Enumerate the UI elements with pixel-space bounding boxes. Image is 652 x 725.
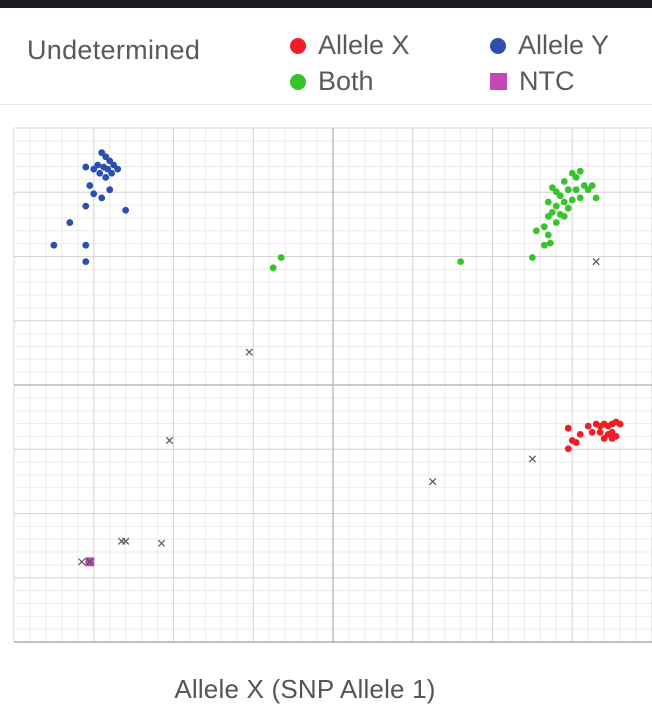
point-allele-y bbox=[86, 182, 94, 189]
x-mark-stroke bbox=[245, 348, 253, 356]
point-both bbox=[592, 194, 600, 202]
point-both bbox=[576, 194, 584, 202]
point-allele-x bbox=[584, 422, 592, 430]
point-allele-y bbox=[66, 219, 74, 226]
point-undetermined bbox=[592, 258, 600, 266]
data-points bbox=[50, 149, 624, 567]
green-circle-icon bbox=[290, 73, 306, 90]
point-undetermined bbox=[86, 558, 94, 566]
point-both bbox=[564, 204, 572, 212]
point-allele-x bbox=[572, 439, 580, 446]
legend-item-both: Both bbox=[290, 66, 374, 97]
point-allele-y bbox=[122, 206, 130, 214]
point-both bbox=[532, 227, 540, 235]
point-allele-y bbox=[82, 202, 90, 210]
point-undetermined bbox=[78, 558, 86, 566]
x-mark-stroke bbox=[122, 537, 130, 545]
red-circle-icon bbox=[290, 37, 306, 54]
point-both bbox=[568, 196, 576, 204]
x-mark-stroke bbox=[429, 478, 437, 486]
point-undetermined bbox=[429, 478, 437, 486]
plot-area bbox=[0, 110, 652, 670]
point-allele-x bbox=[576, 430, 584, 438]
point-allele-y bbox=[90, 190, 98, 198]
point-both bbox=[457, 258, 464, 266]
point-both bbox=[277, 254, 285, 261]
point-both bbox=[560, 198, 568, 206]
top-bar bbox=[0, 0, 652, 8]
point-allele-x bbox=[564, 445, 572, 453]
point-both bbox=[544, 213, 552, 220]
x-mark-stroke bbox=[78, 558, 86, 566]
point-both bbox=[572, 186, 580, 194]
legend-label-allele-x: Allele X bbox=[318, 30, 410, 60]
point-both bbox=[544, 198, 552, 206]
point-both bbox=[572, 173, 580, 181]
point-allele-y bbox=[102, 173, 110, 181]
point-both bbox=[556, 192, 564, 200]
legend-item-allele-y: Allele Y bbox=[490, 30, 609, 61]
point-both bbox=[269, 264, 277, 272]
point-allele-y bbox=[108, 169, 116, 177]
point-allele-x bbox=[600, 435, 608, 442]
scatter-plot bbox=[13, 127, 652, 643]
point-allele-y bbox=[50, 241, 58, 249]
legend-item-ntc: NTC bbox=[490, 66, 575, 97]
point-allele-y bbox=[82, 258, 90, 266]
point-both bbox=[588, 182, 596, 189]
point-allele-y bbox=[82, 241, 90, 249]
point-allele-x bbox=[564, 424, 572, 432]
point-allele-y bbox=[90, 165, 98, 173]
point-both bbox=[552, 219, 560, 226]
legend-label-ntc: NTC bbox=[519, 66, 575, 96]
point-allele-x bbox=[596, 428, 604, 436]
point-undetermined bbox=[122, 537, 130, 545]
x-mark-stroke bbox=[157, 539, 166, 547]
point-both bbox=[546, 239, 554, 247]
x-mark-stroke bbox=[528, 455, 536, 463]
point-allele-x bbox=[616, 420, 624, 428]
x-mark-stroke bbox=[165, 436, 174, 445]
point-allele-y bbox=[82, 163, 90, 171]
point-both bbox=[560, 213, 568, 220]
point-both bbox=[548, 184, 556, 192]
point-both bbox=[552, 202, 560, 210]
point-allele-y bbox=[98, 194, 106, 202]
point-both bbox=[540, 241, 548, 249]
point-allele-y bbox=[96, 169, 104, 177]
blue-circle-icon bbox=[490, 37, 506, 54]
point-both bbox=[564, 186, 572, 194]
legend-title-undetermined: Undetermined bbox=[27, 35, 201, 65]
x-mark-stroke bbox=[86, 558, 94, 566]
point-undetermined bbox=[245, 348, 253, 356]
point-allele-y bbox=[114, 165, 122, 173]
point-both bbox=[560, 178, 568, 185]
point-allele-x bbox=[588, 428, 596, 436]
point-undetermined bbox=[528, 455, 536, 463]
point-both bbox=[544, 231, 552, 239]
legend-item-allele-x: Allele X bbox=[290, 30, 410, 61]
legend-label-both: Both bbox=[318, 66, 374, 96]
point-both bbox=[540, 223, 548, 231]
legend: Undetermined Allele X Allele Y Both NTC bbox=[0, 8, 652, 105]
grid bbox=[13, 127, 652, 643]
point-allele-x bbox=[612, 433, 620, 440]
point-undetermined bbox=[165, 436, 174, 445]
x-mark-stroke bbox=[592, 258, 600, 266]
magenta-square-icon bbox=[490, 73, 507, 90]
legend-label-allele-y: Allele Y bbox=[518, 30, 610, 60]
x-axis-label: Allele X (SNP Allele 1) bbox=[174, 674, 436, 704]
point-allele-y bbox=[106, 186, 114, 194]
point-both bbox=[528, 254, 536, 261]
point-both bbox=[576, 167, 584, 175]
point-undetermined bbox=[157, 539, 166, 547]
